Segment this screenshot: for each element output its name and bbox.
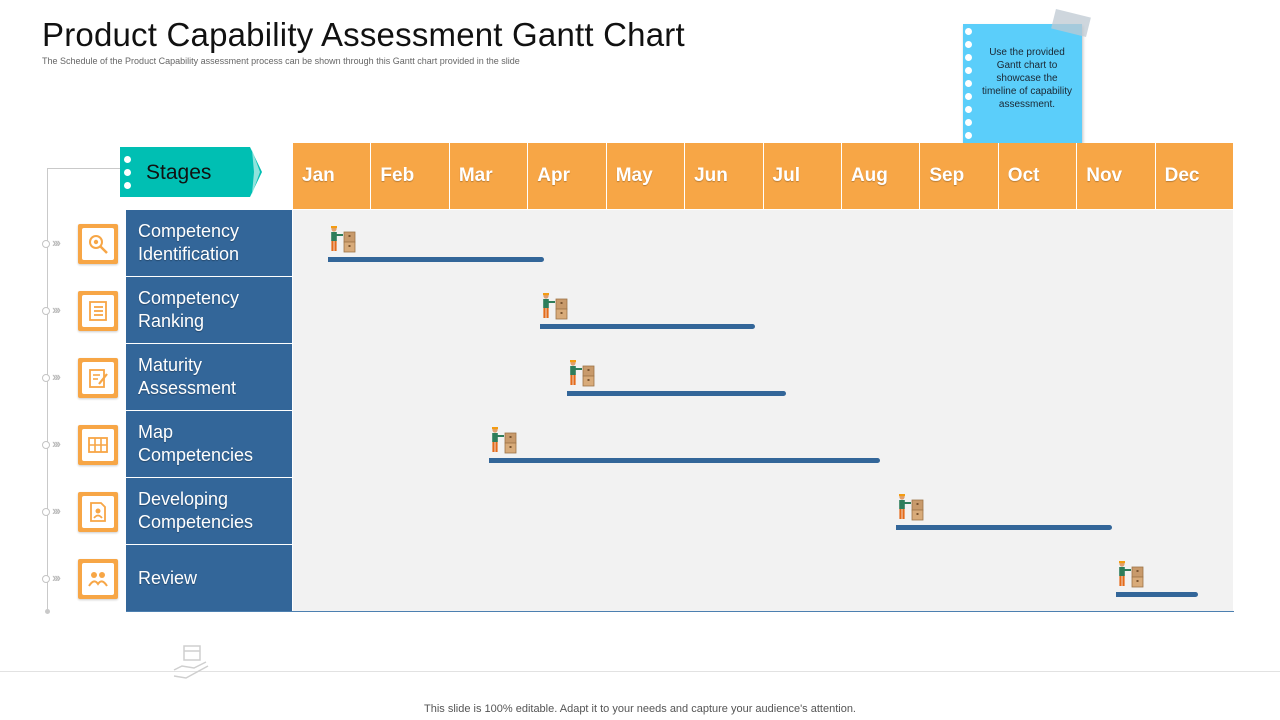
stage-map-competencies: Map Competencies	[126, 411, 292, 477]
worker-boxes-icon	[328, 225, 358, 259]
stage-competency-identification: Competency Identification	[126, 210, 292, 276]
timeline-bullet: ›››	[42, 436, 72, 451]
gantt-bar-review	[1115, 592, 1198, 597]
month-label-nov: Nov	[1077, 143, 1156, 209]
search-gear-icon	[78, 224, 118, 264]
month-label-dec: Dec	[1155, 143, 1234, 209]
timeline-bullet: ›››	[42, 235, 72, 250]
stage-maturity-assessment: Maturity Assessment	[126, 344, 292, 410]
timeline-end-dot	[45, 609, 50, 614]
stage-label: Competency Ranking	[138, 288, 240, 331]
gantt-bar-developing-competencies	[896, 525, 1112, 530]
timeline-bullet: ›››	[42, 570, 72, 585]
footer-note: This slide is 100% editable. Adapt it to…	[424, 703, 856, 715]
stages-label: Stages	[146, 161, 212, 184]
timeline-bullet: ›››	[42, 369, 72, 384]
month-label-feb: Feb	[371, 143, 450, 209]
document-user-icon	[78, 492, 118, 532]
timeline-connector	[47, 168, 48, 612]
gantt-bar-competency-identification	[328, 257, 544, 262]
hand-box-icon	[173, 645, 209, 679]
stage-review: Review	[126, 545, 292, 611]
month-label-apr: Apr	[528, 143, 607, 209]
gantt-bar-maturity-assessment	[567, 391, 787, 396]
month-label-aug: Aug	[841, 143, 921, 209]
gantt-bar-map-competencies	[488, 458, 881, 463]
worker-boxes-icon	[896, 493, 926, 527]
sticky-note-text: Use the provided Gantt chart to showcase…	[981, 47, 1073, 110]
stage-label: Competency Identification	[138, 221, 240, 264]
timeline-bullet: ›››	[42, 302, 72, 317]
map-grid-icon	[78, 425, 118, 465]
timeline-connector-top	[47, 168, 120, 169]
stage-developing-competencies: Developing Competencies	[126, 478, 292, 544]
sticky-note-binding	[965, 28, 973, 140]
worker-boxes-icon	[567, 359, 597, 393]
stage-competency-ranking: Competency Ranking	[126, 277, 292, 343]
month-header: Jan Feb Mar Apr May Jun Jul Aug Sep Oct Nov Dec	[293, 143, 1234, 209]
ranking-list-icon	[78, 291, 118, 331]
month-label-may: May	[606, 143, 686, 209]
gantt-bar-competency-ranking	[539, 324, 756, 329]
worker-boxes-icon	[540, 292, 570, 326]
month-label-mar: Mar	[449, 143, 529, 209]
month-label-jun: Jun	[685, 143, 764, 209]
gantt-baseline	[126, 611, 1234, 612]
gantt-grid	[293, 210, 1233, 612]
stage-label: Maturity Assessment	[138, 355, 237, 398]
people-review-icon	[78, 559, 118, 599]
page-title: Product Capability Assessment Gantt Char…	[42, 16, 685, 53]
footer-divider	[0, 671, 1280, 672]
month-label-jan: Jan	[293, 143, 372, 209]
clipboard-edit-icon	[78, 358, 118, 398]
sticky-note: Use the provided Gantt chart to showcase…	[963, 24, 1082, 143]
stages-header: Stages	[120, 147, 263, 197]
worker-boxes-icon	[489, 426, 519, 460]
stage-label: Developing Competencies	[138, 489, 254, 532]
timeline-bullet: ›››	[42, 503, 72, 518]
month-label-sep: Sep	[920, 143, 999, 209]
worker-boxes-icon	[1116, 560, 1146, 594]
stage-label: Map Competencies	[138, 422, 254, 465]
month-label-oct: Oct	[998, 143, 1078, 209]
page-subtitle: The Schedule of the Product Capability a…	[42, 56, 520, 66]
stage-label: Review	[138, 567, 198, 588]
stages-tag-shape	[120, 147, 262, 197]
month-label-jul: Jul	[763, 143, 842, 209]
